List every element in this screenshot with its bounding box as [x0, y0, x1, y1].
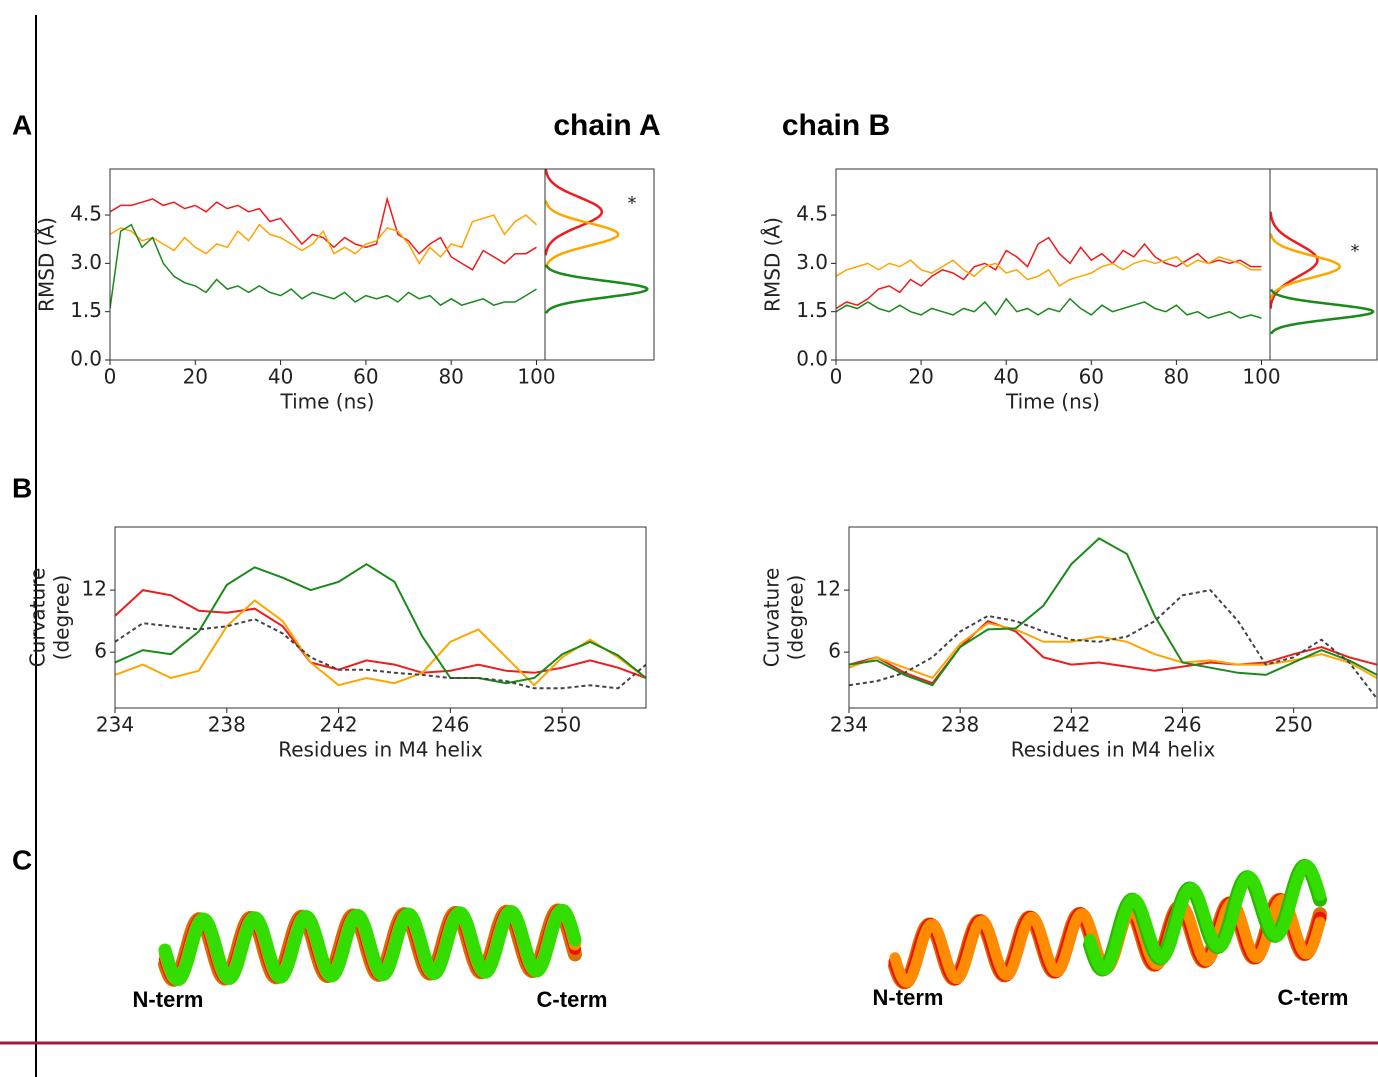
series-line [836, 299, 1262, 318]
x-tick-label: 250 [1275, 713, 1313, 737]
x-tick-label: 234 [96, 713, 134, 737]
x-axis-label: Time (ns) [1005, 390, 1100, 414]
x-axis-label: Residues in M4 helix [1011, 738, 1216, 762]
density-curve [1271, 234, 1340, 300]
x-tick-label: 242 [1052, 713, 1090, 737]
y-tick-label: 0.0 [796, 347, 828, 371]
y-tick-label: 4.5 [70, 202, 102, 226]
x-tick-label: 100 [1242, 365, 1280, 389]
n-term-label: N-term [133, 987, 204, 1012]
panel-label: B [12, 472, 32, 503]
x-tick-label: 246 [431, 713, 469, 737]
annotation: * [1351, 241, 1360, 262]
x-tick-label: 100 [517, 365, 555, 389]
y-axis-label: Curvature [760, 568, 784, 668]
x-axis-label: Time (ns) [279, 390, 374, 414]
c-term-label: C-term [537, 987, 608, 1012]
x-tick-label: 0 [830, 365, 843, 389]
plot-frame [110, 169, 545, 360]
panel-label: C [12, 844, 32, 875]
y-axis-label: Curvature [26, 568, 50, 668]
x-tick-label: 238 [941, 713, 979, 737]
x-tick-label: 80 [1164, 365, 1189, 389]
y-axis-label: (degree) [784, 575, 808, 661]
x-tick-label: 234 [830, 713, 868, 737]
x-tick-label: 20 [183, 365, 208, 389]
series-line [115, 600, 646, 685]
y-axis-label: RMSD (Å) [761, 217, 785, 312]
series-line [849, 538, 1377, 685]
n-term-label: N-term [873, 985, 944, 1010]
x-tick-label: 242 [319, 713, 357, 737]
x-tick-label: 60 [353, 365, 378, 389]
series-line [836, 257, 1262, 286]
density-curve [1271, 290, 1373, 334]
series-line [110, 199, 537, 270]
x-tick-label: 238 [208, 713, 246, 737]
density-frame [1270, 169, 1377, 360]
x-tick-label: 0 [104, 365, 117, 389]
y-tick-label: 12 [816, 577, 841, 601]
y-axis-label: RMSD (Å) [35, 217, 59, 312]
x-tick-label: 80 [438, 365, 463, 389]
c-term-label: C-term [1278, 985, 1349, 1010]
x-tick-label: 250 [543, 713, 581, 737]
x-axis-label: Residues in M4 helix [278, 738, 483, 762]
panel-label: A [12, 109, 32, 140]
y-tick-label: 1.5 [70, 298, 102, 322]
y-tick-label: 4.5 [796, 202, 828, 226]
density-curve [546, 265, 647, 313]
x-tick-label: 40 [993, 365, 1018, 389]
plot-frame [836, 169, 1270, 360]
series-line [849, 623, 1377, 678]
y-tick-label: 1.5 [796, 298, 828, 322]
x-tick-label: 40 [268, 365, 293, 389]
column-title: chain A [553, 109, 660, 142]
series-line [110, 215, 537, 263]
series-line [849, 621, 1377, 683]
series-line [115, 564, 646, 683]
y-tick-label: 6 [828, 639, 841, 663]
page: {"panels": ["A", "B", "C"], "columns": [… [0, 0, 1378, 1077]
y-tick-label: 3.0 [70, 250, 102, 274]
y-tick-label: 6 [94, 639, 107, 663]
y-axis-label: (degree) [50, 575, 74, 661]
x-tick-label: 60 [1079, 365, 1104, 389]
series-line [836, 238, 1262, 309]
y-tick-label: 12 [82, 577, 107, 601]
column-title: chain B [782, 109, 890, 142]
x-tick-label: 20 [908, 365, 933, 389]
y-tick-label: 3.0 [796, 250, 828, 274]
figure: A B C chain A chain B N-term C-term N-te… [0, 0, 1378, 1077]
helix-structures [165, 866, 1320, 983]
density-curve [546, 201, 618, 269]
x-tick-label: 246 [1163, 713, 1201, 737]
density-frame [545, 169, 654, 360]
y-tick-label: 0.0 [70, 347, 102, 371]
annotation: * [628, 193, 637, 214]
